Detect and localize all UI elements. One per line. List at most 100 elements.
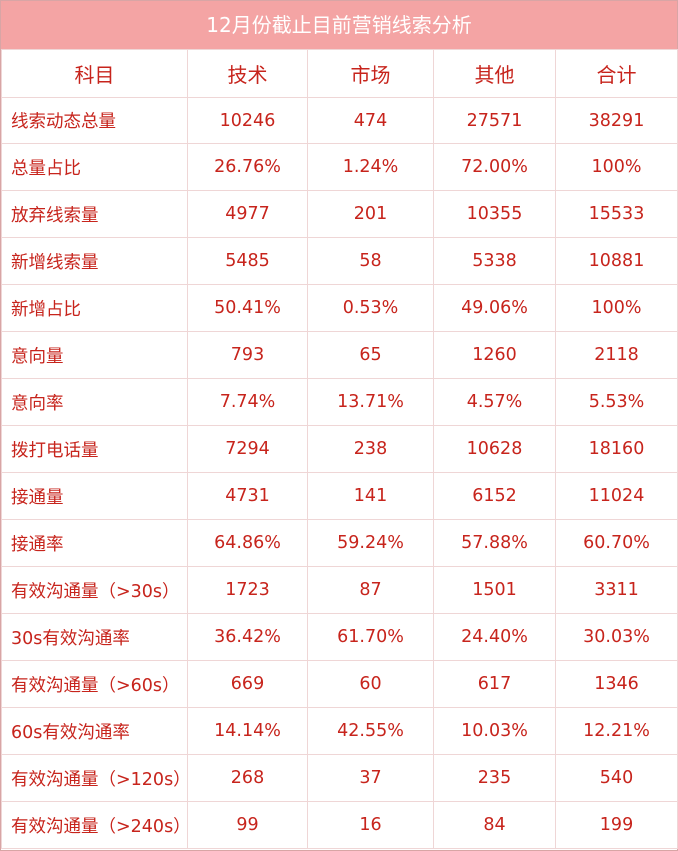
cell-tech: 99 [187, 801, 308, 849]
table-row: 新增占比 50.41% 0.53% 49.06% 100% [1, 284, 678, 332]
header-cell-subject: 科目 [1, 49, 188, 98]
cell-market: 59.24% [307, 519, 434, 567]
header-cell-market: 市场 [307, 49, 434, 98]
table-row: 意向量 793 65 1260 2118 [1, 331, 678, 379]
cell-label: 有效沟通量（>60s） [1, 660, 188, 708]
cell-tech: 14.14% [187, 707, 308, 755]
cell-market: 58 [307, 237, 434, 285]
cell-tech: 5485 [187, 237, 308, 285]
cell-label: 意向量 [1, 331, 188, 379]
sheet-title: 12月份截止目前营销线索分析 [1, 1, 677, 49]
cell-total: 199 [555, 801, 678, 849]
cell-market: 60 [307, 660, 434, 708]
cell-market: 65 [307, 331, 434, 379]
cell-market: 61.70% [307, 613, 434, 661]
cell-label: 有效沟通量（>120s） [1, 754, 188, 802]
cell-other: 6152 [433, 472, 556, 520]
cell-label: 有效沟通量（>240s） [1, 801, 188, 849]
cell-market: 16 [307, 801, 434, 849]
cell-market: 42.55% [307, 707, 434, 755]
cell-tech: 669 [187, 660, 308, 708]
table-row: 接通量 4731 141 6152 11024 [1, 472, 678, 520]
cell-total: 5.53% [555, 378, 678, 426]
cell-other: 57.88% [433, 519, 556, 567]
cell-label: 有效沟通量（>30s） [1, 566, 188, 614]
cell-tech: 7294 [187, 425, 308, 473]
cell-tech: 36.42% [187, 613, 308, 661]
cell-other: 1501 [433, 566, 556, 614]
cell-market: 13.71% [307, 378, 434, 426]
cell-total: 60.70% [555, 519, 678, 567]
cell-tech: 4977 [187, 190, 308, 238]
cell-total: 100% [555, 143, 678, 191]
cell-total: 18160 [555, 425, 678, 473]
cell-other: 49.06% [433, 284, 556, 332]
cell-tech: 268 [187, 754, 308, 802]
cell-label: 接通量 [1, 472, 188, 520]
cell-total: 3311 [555, 566, 678, 614]
cell-tech: 1723 [187, 566, 308, 614]
table-row: 拨打电话量 7294 238 10628 18160 [1, 425, 678, 473]
cell-total: 15533 [555, 190, 678, 238]
cell-total: 10881 [555, 237, 678, 285]
cell-tech: 26.76% [187, 143, 308, 191]
cell-total: 2118 [555, 331, 678, 379]
cell-other: 27571 [433, 97, 556, 144]
cell-tech: 793 [187, 331, 308, 379]
table-row: 60s有效沟通率 14.14% 42.55% 10.03% 12.21% [1, 707, 678, 755]
cell-total: 30.03% [555, 613, 678, 661]
cell-label: 线索动态总量 [1, 97, 188, 144]
cell-total: 38291 [555, 97, 678, 144]
cell-other: 235 [433, 754, 556, 802]
cell-other: 5338 [433, 237, 556, 285]
cell-total: 1346 [555, 660, 678, 708]
cell-label: 拨打电话量 [1, 425, 188, 473]
cell-total: 100% [555, 284, 678, 332]
table-row: 有效沟通量（>120s） 268 37 235 540 [1, 754, 678, 802]
cell-other: 1260 [433, 331, 556, 379]
cell-tech: 4731 [187, 472, 308, 520]
cell-other: 4.57% [433, 378, 556, 426]
cell-other: 617 [433, 660, 556, 708]
table-row: 有效沟通量（>240s） 99 16 84 199 [1, 801, 678, 849]
table-row: 30s有效沟通率 36.42% 61.70% 24.40% 30.03% [1, 613, 678, 661]
cell-label: 接通率 [1, 519, 188, 567]
cell-market: 238 [307, 425, 434, 473]
cell-other: 10355 [433, 190, 556, 238]
leads-table: 科目 技术 市场 其他 合计 线索动态总量 10246 474 27571 38291 总… [1, 49, 678, 849]
cell-market: 87 [307, 566, 434, 614]
cell-label: 新增占比 [1, 284, 188, 332]
cell-market: 141 [307, 472, 434, 520]
cell-other: 24.40% [433, 613, 556, 661]
table-row: 总量占比 26.76% 1.24% 72.00% 100% [1, 143, 678, 191]
header-row: 科目 技术 市场 其他 合计 [1, 49, 678, 98]
table-row: 有效沟通量（>30s） 1723 87 1501 3311 [1, 566, 678, 614]
cell-label: 意向率 [1, 378, 188, 426]
header-cell-total: 合计 [555, 49, 678, 98]
cell-label: 60s有效沟通率 [1, 707, 188, 755]
table-row: 放弃线索量 4977 201 10355 15533 [1, 190, 678, 238]
cell-market: 37 [307, 754, 434, 802]
table-row: 线索动态总量 10246 474 27571 38291 [1, 97, 678, 144]
cell-total: 12.21% [555, 707, 678, 755]
table-row: 接通率 64.86% 59.24% 57.88% 60.70% [1, 519, 678, 567]
cell-other: 10.03% [433, 707, 556, 755]
header-cell-tech: 技术 [187, 49, 308, 98]
cell-label: 30s有效沟通率 [1, 613, 188, 661]
cell-tech: 10246 [187, 97, 308, 144]
cell-total: 540 [555, 754, 678, 802]
cell-total: 11024 [555, 472, 678, 520]
cell-tech: 50.41% [187, 284, 308, 332]
cell-other: 84 [433, 801, 556, 849]
cell-label: 放弃线索量 [1, 190, 188, 238]
cell-label: 总量占比 [1, 143, 188, 191]
cell-other: 72.00% [433, 143, 556, 191]
cell-tech: 7.74% [187, 378, 308, 426]
table-row: 意向率 7.74% 13.71% 4.57% 5.53% [1, 378, 678, 426]
cell-tech: 64.86% [187, 519, 308, 567]
cell-market: 474 [307, 97, 434, 144]
cell-other: 10628 [433, 425, 556, 473]
cell-market: 0.53% [307, 284, 434, 332]
cell-label: 新增线索量 [1, 237, 188, 285]
